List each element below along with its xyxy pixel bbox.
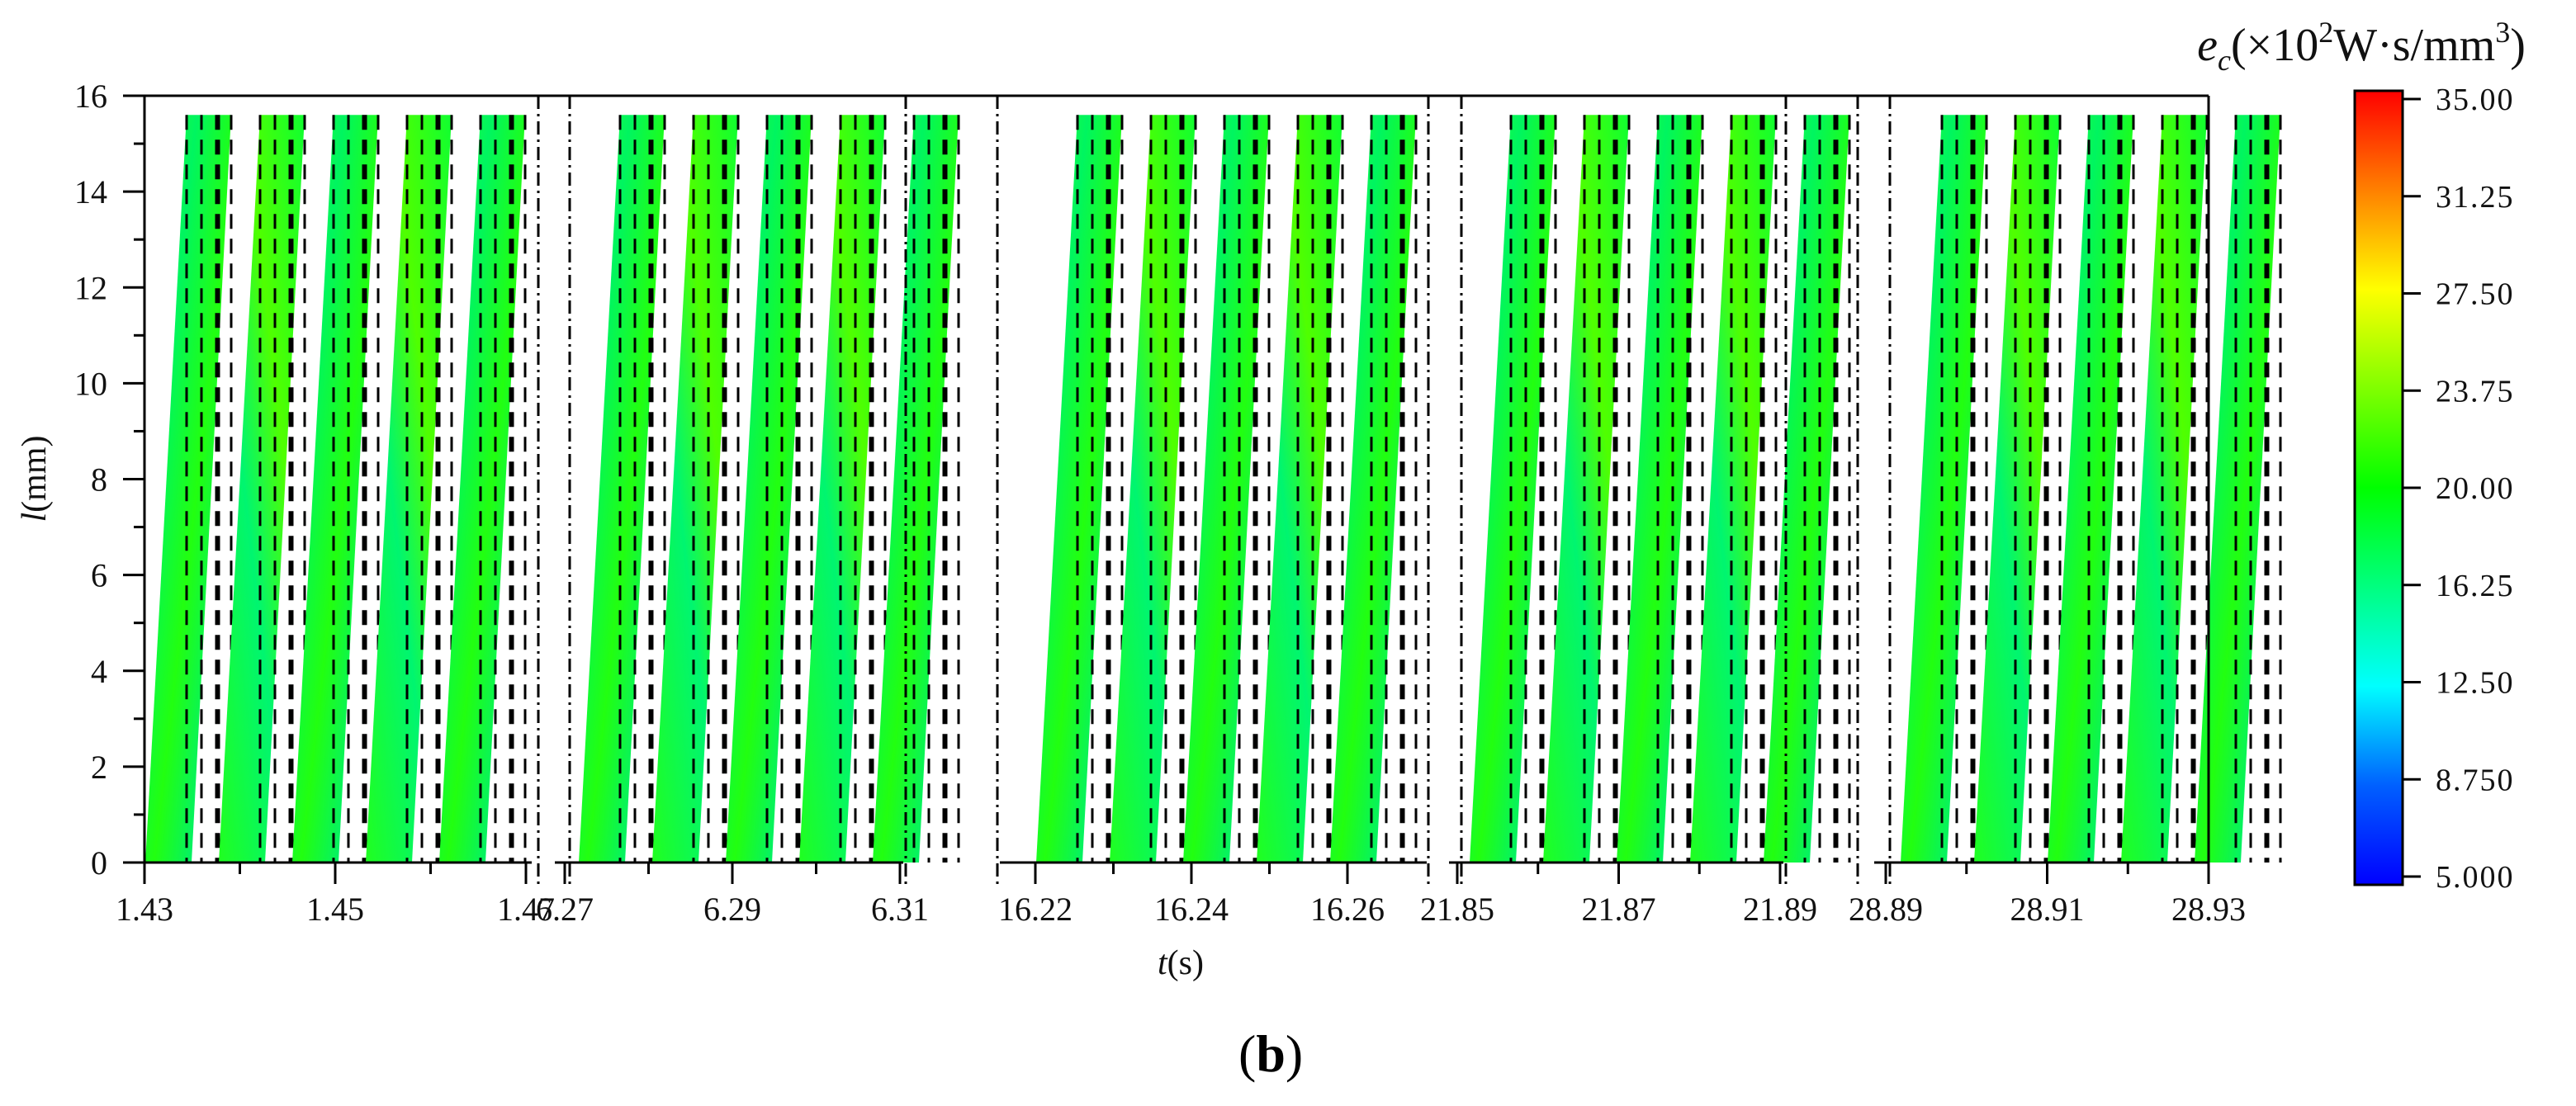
y-tick-label: 10 (74, 365, 107, 402)
x-tick-label: 6.29 (703, 891, 761, 928)
colorbar-tick-label: 8.750 (2436, 763, 2515, 797)
segment-3 (1036, 115, 1418, 863)
stripe (579, 115, 665, 863)
stripe (1110, 115, 1196, 863)
y-tick-label: 12 (74, 269, 107, 306)
colorbar: 35.00 31.25 27.50 23.75 20.00 16.25 12.50 8.750… (2353, 83, 2515, 895)
y-tick-label: 0 (91, 844, 107, 881)
x-tick-label: 21.89 (1743, 891, 1817, 928)
stripe (873, 115, 959, 863)
x-tick-label: 16.22 (998, 891, 1073, 928)
stripe (2048, 115, 2133, 863)
plot-area (145, 115, 2282, 863)
stripe (652, 115, 738, 863)
colorbar-tick-label: 16.25 (2436, 569, 2515, 603)
x-tick-label: 21.85 (1420, 891, 1494, 928)
colorbar-tick-label: 20.00 (2436, 471, 2515, 506)
x-tick-label: 28.89 (1849, 891, 1923, 928)
x-tick-label: 28.91 (2010, 891, 2085, 928)
colorbar-gradient (2353, 89, 2404, 886)
x-tick-label: 1.47 (497, 891, 555, 928)
x-tick-label: 1.43 (116, 891, 173, 928)
y-tick-label: 4 (91, 653, 107, 690)
stripe (726, 115, 812, 863)
stripe (1330, 115, 1416, 863)
segment-2 (579, 115, 960, 863)
stripe (292, 115, 378, 863)
x-tick-label: 16.24 (1154, 891, 1229, 928)
colorbar-title: ec(×102W·s/mm3) (2197, 16, 2526, 77)
stripe (1974, 115, 2060, 863)
stripe (1036, 115, 1122, 863)
stripe (799, 115, 885, 863)
stripe (1183, 115, 1269, 863)
x-tick-label: 6.27 (536, 891, 594, 928)
stripe (1901, 115, 1986, 863)
figure-caption: (b) (1238, 1024, 1304, 1083)
x-tick-label: 6.31 (871, 891, 929, 928)
stripe (1257, 115, 1342, 863)
stripe (1543, 115, 1629, 863)
stripe (439, 115, 525, 863)
x-tick-label: 21.87 (1582, 891, 1656, 928)
x-tick-label: 1.45 (306, 891, 364, 928)
y-axis-title: l(mm) (16, 436, 54, 522)
y-tick-label: 16 (74, 78, 107, 115)
axes: 1.43 1.45 1.476.27 6.29 6.31 16.22 16.24 16.26 2… (16, 78, 2246, 982)
stripe (1764, 115, 1849, 863)
segment-4 (1470, 115, 1851, 863)
stripe (1617, 115, 1702, 863)
stripe (2195, 115, 2280, 863)
stripe (1690, 115, 1776, 863)
stripe (1470, 115, 1556, 863)
stripe (219, 115, 305, 863)
y-tick-label: 14 (74, 173, 107, 210)
colorbar-tick-label: 23.75 (2436, 374, 2515, 409)
segment-1 (145, 115, 527, 863)
stripe (2121, 115, 2207, 863)
stripe (145, 115, 231, 863)
colorbar-tick-label: 35.00 (2436, 83, 2515, 117)
y-tick-label: 6 (91, 557, 107, 594)
segment-5 (1901, 115, 2282, 863)
x-tick-label: 28.93 (2171, 891, 2246, 928)
x-tick-label: 16.26 (1310, 891, 1385, 928)
colorbar-tick-label: 5.000 (2436, 860, 2515, 895)
y-tick-label: 2 (91, 749, 107, 786)
y-tick-label: 8 (91, 461, 107, 499)
x-axis-title: t(s) (1158, 944, 1204, 982)
colorbar-tick-label: 31.25 (2436, 180, 2515, 215)
colorbar-tick-label: 27.50 (2436, 277, 2515, 312)
colorbar-tick-label: 12.50 (2436, 666, 2515, 701)
stripe (366, 115, 452, 863)
